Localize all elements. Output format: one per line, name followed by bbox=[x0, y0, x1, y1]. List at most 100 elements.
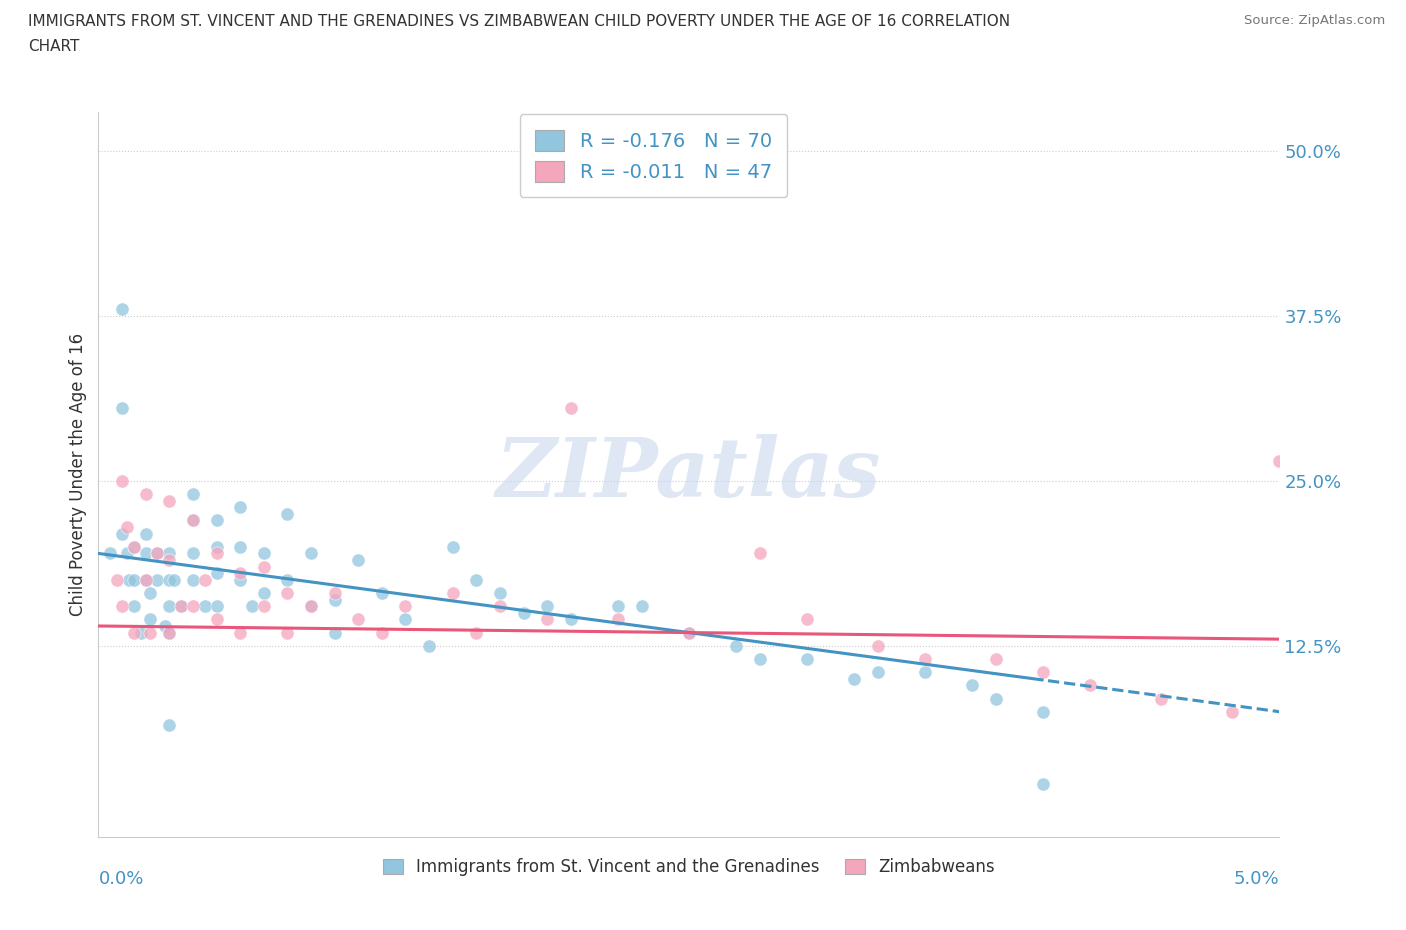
Point bbox=[111, 401, 134, 416]
Point bbox=[394, 612, 416, 627]
Point bbox=[205, 612, 228, 627]
Point bbox=[115, 546, 138, 561]
Point bbox=[347, 612, 370, 627]
Y-axis label: Child Poverty Under the Age of 16: Child Poverty Under the Age of 16 bbox=[69, 333, 87, 616]
Point bbox=[111, 473, 134, 488]
Point bbox=[181, 546, 204, 561]
Point bbox=[122, 539, 145, 554]
Point bbox=[146, 546, 169, 561]
Point bbox=[678, 625, 700, 640]
Point bbox=[229, 539, 252, 554]
Point bbox=[276, 572, 298, 587]
Point bbox=[984, 691, 1007, 706]
Point bbox=[984, 652, 1007, 667]
Point bbox=[146, 546, 169, 561]
Point bbox=[157, 572, 180, 587]
Point bbox=[394, 599, 416, 614]
Point bbox=[194, 599, 217, 614]
Point bbox=[323, 592, 346, 607]
Point bbox=[170, 599, 193, 614]
Point bbox=[323, 625, 346, 640]
Point bbox=[229, 572, 252, 587]
Point bbox=[181, 599, 204, 614]
Point bbox=[157, 625, 180, 640]
Point bbox=[276, 507, 298, 522]
Point bbox=[229, 565, 252, 580]
Point bbox=[205, 513, 228, 528]
Point bbox=[299, 599, 322, 614]
Point bbox=[418, 638, 440, 653]
Point bbox=[194, 572, 217, 587]
Point bbox=[181, 513, 204, 528]
Point bbox=[129, 625, 152, 640]
Point bbox=[748, 652, 770, 667]
Point bbox=[163, 572, 186, 587]
Point bbox=[229, 499, 252, 514]
Text: ZIPatlas: ZIPatlas bbox=[496, 434, 882, 514]
Point bbox=[118, 572, 141, 587]
Point bbox=[253, 559, 276, 574]
Point bbox=[157, 625, 180, 640]
Point bbox=[253, 599, 276, 614]
Point bbox=[371, 625, 394, 640]
Point bbox=[1032, 777, 1054, 791]
Point bbox=[844, 671, 866, 686]
Text: 5.0%: 5.0% bbox=[1234, 870, 1279, 888]
Point bbox=[122, 599, 145, 614]
Point bbox=[170, 599, 193, 614]
Point bbox=[157, 599, 180, 614]
Point bbox=[536, 612, 558, 627]
Point bbox=[105, 572, 128, 587]
Point bbox=[111, 302, 134, 317]
Point bbox=[914, 652, 936, 667]
Point bbox=[1268, 454, 1291, 469]
Point bbox=[866, 638, 889, 653]
Point bbox=[1220, 704, 1243, 719]
Point bbox=[725, 638, 748, 653]
Point bbox=[205, 546, 228, 561]
Point bbox=[135, 572, 157, 587]
Point bbox=[536, 599, 558, 614]
Point bbox=[323, 586, 346, 601]
Point bbox=[122, 625, 145, 640]
Point bbox=[630, 599, 652, 614]
Text: 0.0%: 0.0% bbox=[98, 870, 143, 888]
Point bbox=[135, 486, 157, 501]
Point bbox=[276, 625, 298, 640]
Point bbox=[139, 625, 162, 640]
Point bbox=[157, 493, 180, 508]
Point bbox=[1032, 704, 1054, 719]
Point bbox=[135, 526, 157, 541]
Point bbox=[111, 599, 134, 614]
Point bbox=[115, 520, 138, 535]
Point bbox=[181, 486, 204, 501]
Point bbox=[153, 618, 176, 633]
Point bbox=[796, 612, 818, 627]
Legend: Immigrants from St. Vincent and the Grenadines, Zimbabweans: Immigrants from St. Vincent and the Gren… bbox=[377, 852, 1001, 883]
Text: CHART: CHART bbox=[28, 39, 80, 54]
Point bbox=[181, 513, 204, 528]
Point bbox=[962, 678, 984, 693]
Point bbox=[465, 572, 488, 587]
Point bbox=[512, 605, 534, 620]
Point bbox=[489, 586, 512, 601]
Point bbox=[157, 546, 180, 561]
Point bbox=[111, 526, 134, 541]
Point bbox=[98, 546, 121, 561]
Point bbox=[1080, 678, 1102, 693]
Point bbox=[139, 586, 162, 601]
Point bbox=[347, 552, 370, 567]
Point bbox=[299, 599, 322, 614]
Point bbox=[253, 586, 276, 601]
Point bbox=[1150, 691, 1173, 706]
Point bbox=[181, 572, 204, 587]
Point bbox=[205, 539, 228, 554]
Point bbox=[441, 586, 464, 601]
Point bbox=[489, 599, 512, 614]
Point bbox=[465, 625, 488, 640]
Point bbox=[607, 612, 630, 627]
Point bbox=[607, 183, 630, 198]
Point bbox=[253, 546, 276, 561]
Point bbox=[157, 552, 180, 567]
Point bbox=[914, 665, 936, 680]
